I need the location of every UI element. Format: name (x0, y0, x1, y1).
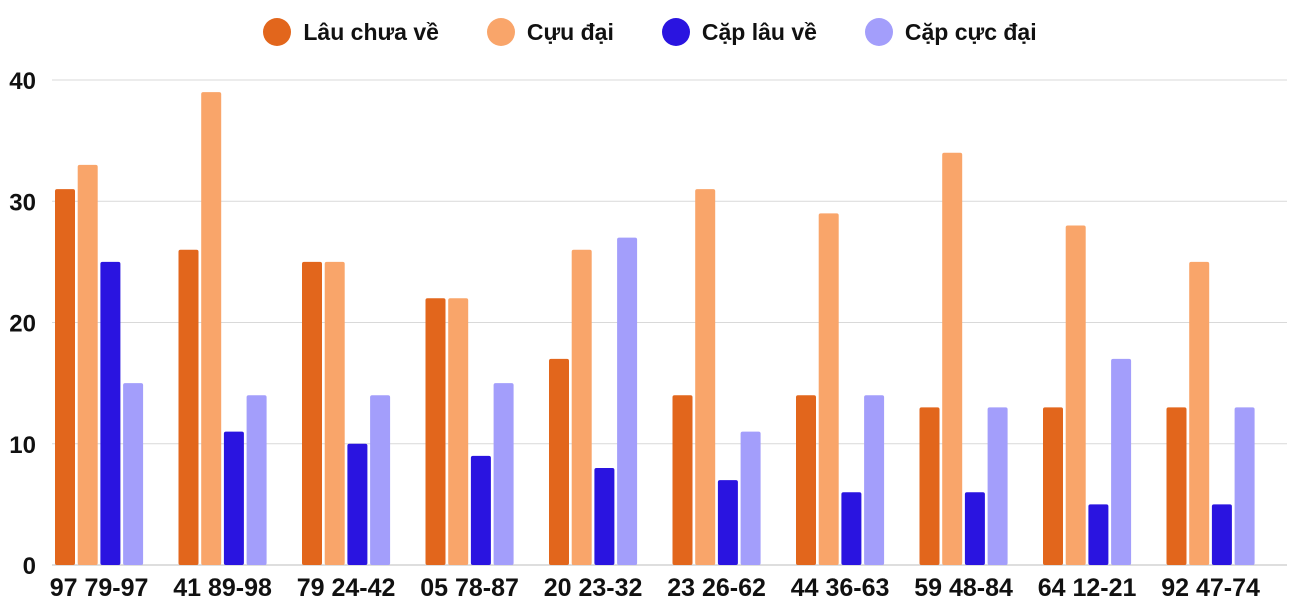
bar (796, 395, 816, 565)
x-tick-label: 79 24-42 (297, 574, 396, 600)
bar (987, 407, 1008, 566)
legend-swatch (263, 18, 292, 46)
legend-label: Lâu chưa về (303, 18, 439, 45)
x-tick-label: 59 48-84 (914, 574, 1013, 600)
x-tick-label: 64 12-21 (1038, 574, 1137, 600)
bar (223, 431, 244, 566)
y-tick-label: 20 (9, 311, 36, 338)
bar (324, 261, 345, 566)
legend-swatch (864, 18, 893, 46)
bar (201, 92, 222, 566)
bar (1065, 225, 1086, 565)
bar (818, 213, 839, 566)
bar (425, 298, 446, 565)
x-tick-label: 44 36-63 (791, 574, 890, 600)
x-tick-label: 92 47-74 (1161, 574, 1260, 600)
legend-item: Cặp lâu về (661, 18, 817, 46)
bar (919, 407, 940, 566)
x-tick-label: 41 89-98 (173, 574, 272, 600)
bar (1111, 358, 1132, 566)
y-tick-label: 40 (9, 68, 36, 95)
bar (1234, 407, 1255, 566)
bar (672, 395, 693, 565)
x-tick-label: 20 23-32 (544, 574, 643, 600)
y-tick-label: 10 (9, 432, 36, 459)
y-tick-label: 0 (23, 553, 36, 580)
bar (1088, 504, 1109, 566)
bar (55, 189, 75, 566)
bar (942, 152, 963, 565)
bar (1043, 407, 1063, 566)
legend-label: Cặp cực đại (904, 18, 1037, 45)
bar (470, 455, 491, 566)
x-tick-label: 05 78-87 (420, 574, 519, 600)
legend-swatch (486, 18, 515, 46)
bar (178, 249, 199, 565)
bar (302, 261, 322, 566)
bar (123, 383, 144, 566)
bar (1211, 504, 1232, 566)
legend-item: Cặp cực đại (864, 18, 1037, 46)
chart-legend: Lâu chưa về Cựu đại Cặp lâu về Cặp cực đại (0, 12, 1300, 52)
legend-label: Cựu đại (526, 18, 614, 45)
bar (347, 443, 368, 565)
legend-swatch (661, 18, 690, 46)
bar (1166, 407, 1187, 566)
bar (549, 358, 569, 566)
x-tick-label: 97 79-97 (50, 574, 149, 600)
bar (77, 164, 98, 566)
bar (448, 298, 469, 565)
bar (100, 261, 121, 566)
x-tick-label: 23 26-62 (667, 574, 766, 600)
legend-label: Cặp lâu về (701, 18, 817, 45)
legend-item: Cựu đại (486, 18, 614, 46)
legend-item: Lâu chưa về (263, 18, 439, 46)
bar (594, 468, 615, 565)
bar (1189, 261, 1210, 566)
bar (695, 189, 716, 566)
bar (571, 249, 592, 565)
bar (370, 395, 391, 565)
bar (740, 431, 761, 566)
bar (841, 492, 862, 565)
bar (964, 492, 985, 565)
bar (717, 480, 738, 566)
bar (246, 395, 267, 565)
bar (617, 237, 638, 566)
bar (493, 383, 514, 566)
bar (864, 395, 885, 565)
y-tick-label: 30 (9, 189, 36, 216)
